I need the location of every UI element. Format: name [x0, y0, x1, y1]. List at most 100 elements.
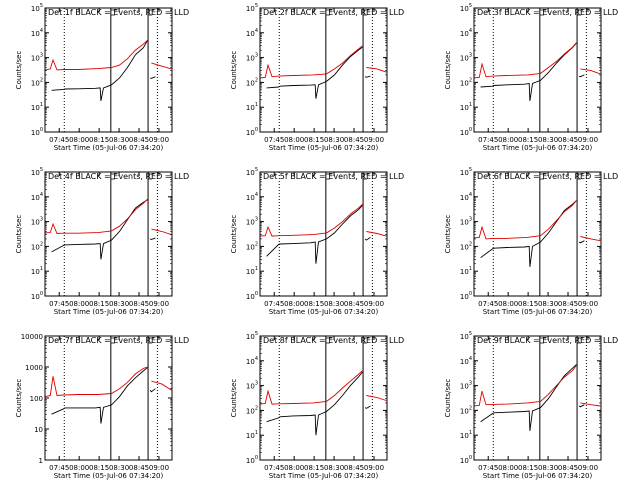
- y-tick-exponent: 5: [469, 331, 472, 337]
- y-axis-label: Counts/sec: [444, 215, 452, 254]
- y-tick-base: 10000: [21, 333, 43, 341]
- y-tick-label: 105: [460, 167, 472, 177]
- x-axis-label: Start Time (05-Jul-06 07:34:20): [269, 472, 379, 480]
- y-tick-base: 10: [460, 358, 469, 366]
- y-tick-exponent: 5: [255, 331, 258, 337]
- y-tick-exponent: 2: [40, 77, 43, 83]
- y-tick-base: 10: [460, 5, 469, 13]
- y-tick-exponent: 2: [255, 241, 258, 247]
- y-tick-label: 102: [31, 77, 43, 87]
- y-tick-exponent: 4: [469, 192, 472, 198]
- y-tick-exponent: 1: [40, 266, 43, 272]
- y-tick-exponent: 5: [255, 167, 258, 173]
- y-tick-label: 100: [460, 127, 472, 137]
- y-tick-label: 100: [246, 455, 258, 465]
- y-tick-label: 103: [31, 217, 43, 227]
- x-tick-label: 08:45: [344, 136, 364, 144]
- x-axis-label: Start Time (05-Jul-06 07:34:20): [54, 144, 164, 152]
- y-tick-label: 10: [34, 426, 43, 434]
- y-tick-base: 10: [246, 407, 255, 415]
- y-tick-exponent: 0: [255, 291, 258, 297]
- y-tick-exponent: 5: [469, 3, 472, 9]
- y-tick-base: 10: [31, 79, 40, 87]
- panel-title: Det 2f BLACK = Events, RED = LLD: [263, 8, 404, 17]
- y-tick-exponent: 0: [469, 291, 472, 297]
- y-tick-label: 102: [460, 77, 472, 87]
- x-tick-label: 08:30: [109, 136, 129, 144]
- y-tick-base: 10: [460, 383, 469, 391]
- y-tick-base: 10: [460, 169, 469, 177]
- y-tick-base: 10: [246, 79, 255, 87]
- flag-marker: [110, 337, 117, 344]
- y-tick-base: 10: [31, 5, 40, 13]
- y-tick-base: 10: [460, 293, 469, 301]
- y-tick-exponent: 2: [469, 77, 472, 83]
- y-tick-exponent: 3: [40, 217, 43, 223]
- y-tick-exponent: 4: [255, 192, 258, 198]
- y-tick-base: 10: [460, 407, 469, 415]
- y-tick-label: 104: [460, 356, 472, 366]
- y-tick-exponent: 4: [255, 28, 258, 34]
- flag-marker: [325, 173, 332, 180]
- y-tick-label: 103: [460, 53, 472, 63]
- y-tick-label: 101: [31, 266, 43, 276]
- y-tick-label: 104: [460, 28, 472, 38]
- x-tick-label: 09:00: [578, 136, 598, 144]
- x-tick-label: 08:00: [69, 300, 89, 308]
- y-tick-exponent: 0: [255, 127, 258, 133]
- flag-marker: [363, 173, 370, 180]
- panel-det-7: Det 7f BLACK = Events, RED = LLD 07:45 08:…: [15, 333, 189, 480]
- y-axis-label: Counts/sec: [230, 215, 238, 254]
- y-tick-label: 104: [460, 192, 472, 202]
- x-tick-label: 07:45: [49, 464, 69, 472]
- plot-frame: [44, 7, 173, 133]
- flag-marker: [539, 9, 546, 16]
- y-axis-label: Counts/sec: [230, 51, 238, 90]
- x-tick-label: 08:00: [498, 136, 518, 144]
- y-tick-exponent: 3: [255, 217, 258, 223]
- panel-title: Det 4f BLACK = Events, RED = LLD: [48, 172, 189, 181]
- y-tick-label: 104: [246, 192, 258, 202]
- y-tick-label: 105: [31, 3, 43, 13]
- series-line-lld: [259, 45, 387, 79]
- flag-marker: [325, 9, 332, 16]
- y-tick-base: 10: [31, 104, 40, 112]
- x-tick-label: 07:45: [264, 300, 284, 308]
- y-tick-base: 10: [31, 30, 40, 38]
- panel-title: Det 7f BLACK = Events, RED = LLD: [48, 336, 189, 345]
- y-tick-base: 10: [460, 194, 469, 202]
- y-tick-base: 10: [246, 5, 255, 13]
- y-tick-base: 10: [246, 268, 255, 276]
- x-axis-label: Start Time (05-Jul-06 07:34:20): [269, 144, 379, 152]
- series-line-lld: [259, 370, 387, 405]
- series-line-events: [266, 205, 371, 264]
- y-tick-label: 103: [460, 381, 472, 391]
- y-tick-label: 101: [460, 266, 472, 276]
- y-tick-base: 10: [246, 104, 255, 112]
- y-tick-exponent: 0: [40, 291, 43, 297]
- series-line-lld: [473, 200, 601, 242]
- y-tick-base: 10: [246, 358, 255, 366]
- y-tick-label: 100: [460, 455, 472, 465]
- y-tick-label: 1000: [25, 364, 43, 372]
- y-tick-exponent: 2: [255, 405, 258, 411]
- y-tick-label: 100: [31, 127, 43, 137]
- y-tick-label: 105: [31, 167, 43, 177]
- y-tick-exponent: 1: [469, 102, 472, 108]
- flag-marker: [110, 9, 117, 16]
- series-line-lld: [44, 198, 172, 236]
- y-axis-label: Counts/sec: [15, 215, 23, 254]
- x-tick-label: 07:45: [264, 464, 284, 472]
- y-tick-base: 10: [31, 55, 40, 63]
- x-tick-label: 08:30: [109, 464, 129, 472]
- x-tick-label: 08:15: [518, 464, 538, 472]
- y-tick-label: 102: [460, 241, 472, 251]
- x-tick-label: 08:00: [284, 136, 304, 144]
- y-axis-label: Counts/sec: [444, 51, 452, 90]
- y-tick-exponent: 2: [469, 405, 472, 411]
- x-tick-label: 08:00: [498, 300, 518, 308]
